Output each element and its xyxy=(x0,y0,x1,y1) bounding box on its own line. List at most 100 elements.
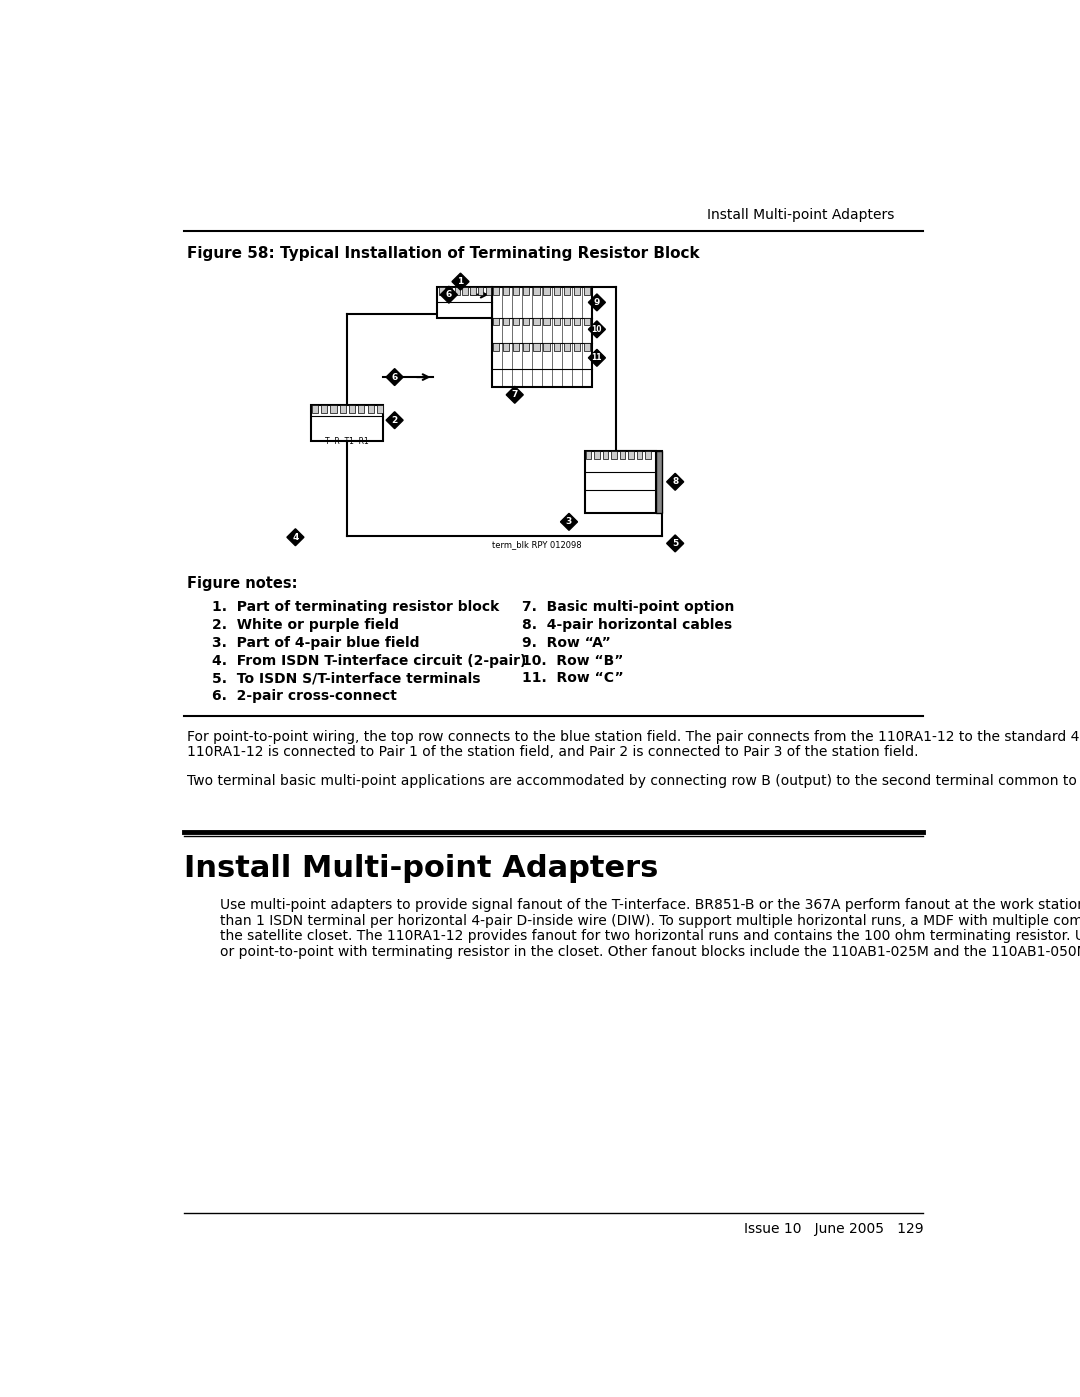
Bar xyxy=(470,286,475,295)
Bar xyxy=(437,286,491,317)
Text: 6: 6 xyxy=(391,373,397,381)
Text: 10.  Row “B”: 10. Row “B” xyxy=(523,654,624,668)
Text: Two terminal basic multi-point applications are accommodated by connecting row B: Two terminal basic multi-point applicati… xyxy=(187,774,1080,788)
Bar xyxy=(321,405,327,412)
Text: 110RA1-12 is connected to Pair 1 of the station field, and Pair 2 is connected t: 110RA1-12 is connected to Pair 1 of the … xyxy=(187,745,918,759)
Bar xyxy=(583,286,590,295)
Bar xyxy=(486,286,491,295)
Text: 4: 4 xyxy=(293,532,298,542)
Bar xyxy=(534,344,540,351)
Text: 3.  Part of 4-pair blue field: 3. Part of 4-pair blue field xyxy=(213,636,420,650)
Text: the satellite closet. The 110RA1-12 provides fanout for two horizontal runs and : the satellite closet. The 110RA1-12 prov… xyxy=(220,929,1080,943)
Bar xyxy=(583,317,590,326)
Text: Install Multi-point Adapters: Install Multi-point Adapters xyxy=(707,208,894,222)
Bar xyxy=(447,286,453,295)
Bar xyxy=(594,451,599,458)
Bar xyxy=(573,344,580,351)
Bar xyxy=(543,344,550,351)
Text: 1: 1 xyxy=(457,277,463,286)
Polygon shape xyxy=(589,293,606,312)
Text: 6: 6 xyxy=(446,291,453,299)
Bar xyxy=(583,344,590,351)
Bar xyxy=(513,344,519,351)
Text: 1.  Part of terminating resistor block: 1. Part of terminating resistor block xyxy=(213,601,500,615)
Text: Issue 10   June 2005   129: Issue 10 June 2005 129 xyxy=(743,1222,923,1236)
Bar xyxy=(524,317,529,326)
Bar xyxy=(524,344,529,351)
Bar xyxy=(585,451,591,458)
Text: or point-to-point with terminating resistor in the closet. Other fanout blocks i: or point-to-point with terminating resis… xyxy=(220,944,1080,958)
Bar xyxy=(637,451,643,458)
Text: 5: 5 xyxy=(672,539,678,548)
Bar xyxy=(359,405,364,412)
Bar xyxy=(377,405,383,412)
Polygon shape xyxy=(589,349,606,366)
Text: 11: 11 xyxy=(592,353,603,362)
Bar xyxy=(513,286,519,295)
Bar xyxy=(534,317,540,326)
Text: 11.  Row “C”: 11. Row “C” xyxy=(523,671,624,685)
Bar xyxy=(573,286,580,295)
Bar xyxy=(554,286,559,295)
Polygon shape xyxy=(507,387,524,404)
Text: than 1 ISDN terminal per horizontal 4-pair D-inside wire (DIW). To support multi: than 1 ISDN terminal per horizontal 4-pa… xyxy=(220,914,1080,928)
Text: 7.  Basic multi-point option: 7. Basic multi-point option xyxy=(523,601,734,615)
Polygon shape xyxy=(451,274,469,291)
Polygon shape xyxy=(589,321,606,338)
Text: 7: 7 xyxy=(512,390,518,400)
Bar xyxy=(564,344,570,351)
Bar xyxy=(543,317,550,326)
Bar xyxy=(573,317,580,326)
Bar xyxy=(311,405,383,441)
Bar xyxy=(462,286,468,295)
Polygon shape xyxy=(287,529,303,546)
Text: 8.  4-pair horizontal cables: 8. 4-pair horizontal cables xyxy=(523,617,732,631)
Polygon shape xyxy=(387,412,403,429)
Bar xyxy=(491,286,592,387)
Text: 2.  White or purple field: 2. White or purple field xyxy=(213,617,400,631)
Text: Use multi-point adapters to provide signal fanout of the T-interface. BR851-B or: Use multi-point adapters to provide sign… xyxy=(220,898,1080,912)
Bar xyxy=(330,405,337,412)
Text: 2: 2 xyxy=(391,416,397,425)
Bar xyxy=(611,451,617,458)
Text: 9.  Row “A”: 9. Row “A” xyxy=(523,636,611,650)
Bar xyxy=(554,317,559,326)
Polygon shape xyxy=(441,286,458,303)
Bar xyxy=(629,451,634,458)
Bar xyxy=(584,451,656,513)
Bar xyxy=(564,286,570,295)
Text: 9: 9 xyxy=(594,298,600,307)
Polygon shape xyxy=(666,474,684,490)
Bar xyxy=(339,405,346,412)
Text: 3: 3 xyxy=(566,517,572,527)
Text: T  R  T1  R1: T R T1 R1 xyxy=(325,437,369,446)
Bar xyxy=(564,317,570,326)
Bar xyxy=(524,286,529,295)
Text: Figure notes:: Figure notes: xyxy=(187,576,297,591)
Text: 4.  From ISDN T-interface circuit (2-pair): 4. From ISDN T-interface circuit (2-pair… xyxy=(213,654,527,668)
Text: 6.  2-pair cross-connect: 6. 2-pair cross-connect xyxy=(213,689,397,703)
Polygon shape xyxy=(387,369,403,386)
Text: 10: 10 xyxy=(592,326,603,334)
Text: Figure 58: Typical Installation of Terminating Resistor Block: Figure 58: Typical Installation of Termi… xyxy=(187,246,700,261)
Bar xyxy=(478,286,484,295)
Bar xyxy=(620,451,625,458)
Polygon shape xyxy=(561,513,578,531)
Bar xyxy=(554,344,559,351)
Polygon shape xyxy=(666,535,684,552)
Bar xyxy=(513,317,519,326)
Bar xyxy=(455,286,460,295)
Bar xyxy=(349,405,355,412)
Text: term_blk RPY 012098: term_blk RPY 012098 xyxy=(491,541,581,549)
Bar xyxy=(503,317,510,326)
Bar xyxy=(656,451,662,513)
Text: 5.  To ISDN S/T-interface terminals: 5. To ISDN S/T-interface terminals xyxy=(213,671,481,685)
Bar xyxy=(494,286,499,295)
Bar xyxy=(646,451,651,458)
Text: Install Multi-point Adapters: Install Multi-point Adapters xyxy=(184,854,658,883)
Bar xyxy=(440,286,445,295)
Bar xyxy=(543,286,550,295)
Bar xyxy=(534,286,540,295)
Bar xyxy=(494,317,499,326)
Bar xyxy=(503,286,510,295)
